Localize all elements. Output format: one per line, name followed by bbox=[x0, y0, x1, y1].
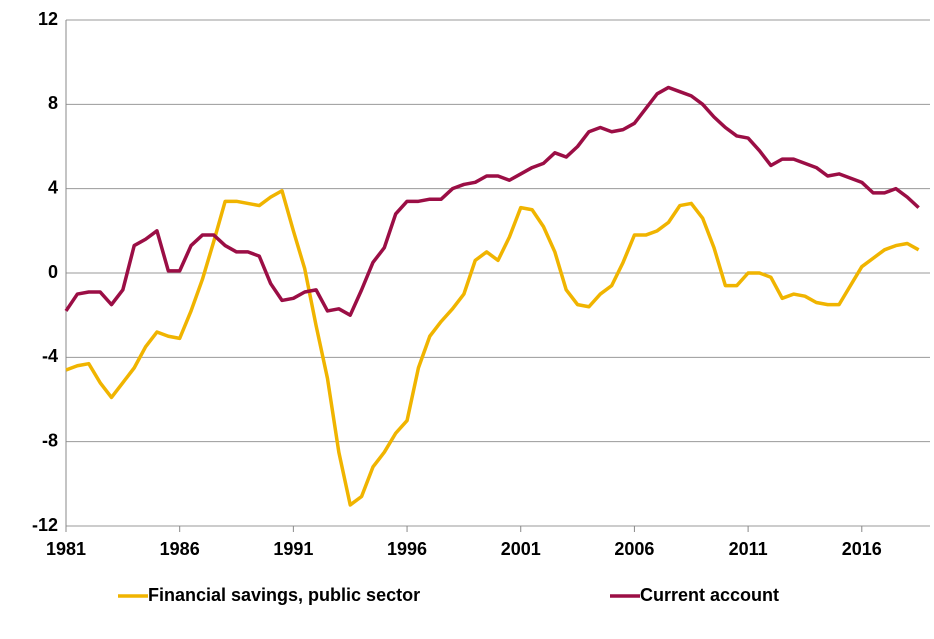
x-tick-label: 1986 bbox=[160, 539, 200, 559]
y-tick-label: 4 bbox=[48, 177, 58, 197]
x-tick-label: 1991 bbox=[273, 539, 313, 559]
y-tick-label: -4 bbox=[42, 346, 58, 366]
x-tick-label: 1981 bbox=[46, 539, 86, 559]
y-tick-label: 8 bbox=[48, 93, 58, 113]
x-tick-label: 2016 bbox=[842, 539, 882, 559]
x-tick-label: 2011 bbox=[729, 539, 768, 559]
series-line bbox=[64, 85, 920, 317]
legend-label: Current account bbox=[640, 585, 779, 605]
y-tick-label: 12 bbox=[38, 9, 58, 29]
legend-label: Financial savings, public sector bbox=[148, 585, 420, 605]
x-tick-label: 2006 bbox=[614, 539, 654, 559]
y-tick-label: -8 bbox=[42, 430, 58, 450]
x-tick-label: 2001 bbox=[501, 539, 541, 559]
y-tick-label: 0 bbox=[48, 262, 58, 282]
series-line bbox=[65, 189, 920, 507]
y-tick-label: -12 bbox=[32, 515, 58, 535]
x-tick-label: 1996 bbox=[387, 539, 427, 559]
